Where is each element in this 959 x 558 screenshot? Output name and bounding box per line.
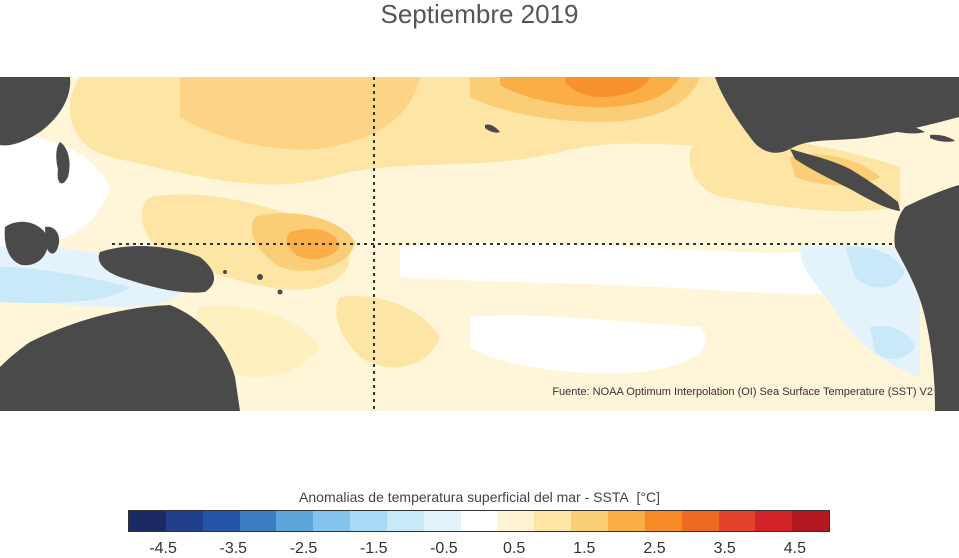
colorbar-swatch [644, 511, 682, 531]
land-new-guinea [98, 245, 215, 293]
land-asia [0, 77, 71, 146]
anomaly-warm-south [336, 296, 440, 368]
colorbar-tick-label: -0.5 [430, 540, 458, 557]
neutral-patch-south [470, 315, 707, 374]
land-hawaii [485, 124, 500, 133]
land-island-3 [223, 270, 227, 274]
anomaly-core-northeast [565, 77, 650, 97]
colorbar-ticks: -4.5 -3.5 -2.5 -1.5 -0.5 0.5 1.5 2.5 3.5 4.5 [0, 540, 959, 558]
colorbar-swatch [313, 511, 351, 531]
data-source-note: Fuente: NOAA Optimum Interpolation (OI) … [552, 386, 933, 398]
colorbar-tick-label: -3.5 [219, 540, 248, 557]
colorbar-title: Anomalias de temperatura superficial del… [0, 489, 959, 505]
colorbar-tick-label: 0.5 [502, 540, 526, 557]
land-central-america [790, 149, 900, 211]
colorbar-swatch [571, 511, 608, 531]
colorbar-unit: [°C] [636, 489, 660, 505]
colorbar-tick-label: -4.5 [149, 540, 177, 557]
colorbar-label: Anomalias de temperatura superficial del… [299, 489, 629, 505]
colorbar-tick-label: 2.5 [643, 540, 666, 557]
cool-patch-southeast-core [845, 246, 905, 288]
land-philippines [56, 142, 70, 184]
land-australia [0, 305, 240, 411]
colorbar-tick-label: -2.5 [289, 540, 318, 557]
colorbar [128, 510, 830, 532]
colorbar-swatch [129, 511, 166, 531]
land-south-america [894, 185, 959, 411]
colorbar-swatch [202, 511, 240, 531]
colorbar-tick-label: 3.5 [713, 540, 736, 557]
neutral-band-equatorial-east [400, 242, 890, 295]
anomaly-hotspot-central [286, 228, 340, 260]
colorbar-swatch [423, 511, 461, 531]
land-cuba [880, 121, 925, 134]
colorbar-swatch [718, 511, 756, 531]
land-sulawesi [45, 226, 60, 254]
cool-anomaly-regions [0, 136, 920, 377]
colorbar-swatch [460, 511, 498, 531]
land-masses [0, 77, 959, 411]
neutral-patch-west [0, 136, 110, 247]
colorbar-swatch [681, 511, 719, 531]
colorbar-swatch [350, 511, 387, 531]
colorbar-tick-label: -1.5 [359, 540, 388, 557]
cool-patch-southeast-small [870, 325, 915, 359]
land-borneo [4, 221, 49, 266]
land-island-1 [257, 274, 263, 280]
colorbar-swatch [755, 511, 793, 531]
map-title: Septiembre 2019 [380, 0, 579, 29]
cool-patch-west-light [0, 267, 130, 304]
ssta-map [0, 77, 959, 411]
colorbar-swatch [239, 511, 277, 531]
colorbar-swatch [386, 511, 424, 531]
colorbar-swatch [792, 511, 830, 531]
colorbar-swatch [534, 511, 572, 531]
land-north-america [715, 77, 959, 153]
colorbar-swatch [607, 511, 645, 531]
land-island-2 [277, 289, 283, 295]
colorbar-swatch [276, 511, 314, 531]
colorbar-tick-label: 4.5 [783, 540, 807, 557]
anomaly-moderate-north [180, 77, 420, 150]
colorbar-tick-label: 1.5 [573, 540, 596, 557]
colorbar-swatch [497, 511, 535, 531]
colorbar-swatch [165, 511, 203, 531]
land-hispaniola [930, 134, 955, 142]
